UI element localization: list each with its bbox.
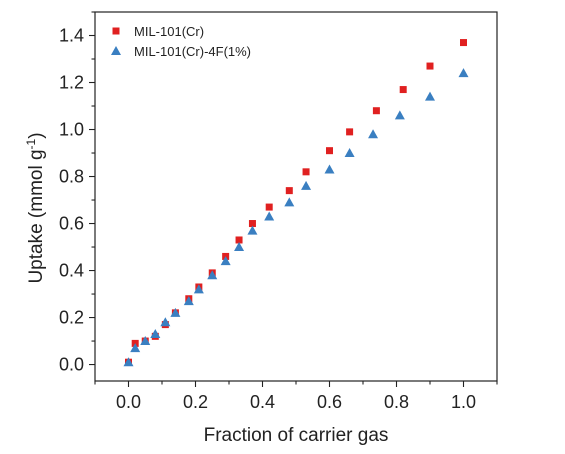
- y-axis-title-tail: ): [26, 132, 47, 138]
- series-1-point: [130, 343, 141, 353]
- y-tick-label: 0.8: [59, 167, 84, 187]
- series-0-point: [426, 62, 434, 70]
- series-1-point: [458, 68, 469, 78]
- series-1-point: [170, 307, 181, 317]
- series-0-point: [399, 86, 407, 94]
- series-1-point: [160, 317, 171, 327]
- series-1-point: [324, 164, 335, 174]
- series-1-point: [234, 242, 245, 252]
- series-1-point: [123, 357, 134, 367]
- y-axis-ticks: 0.0 0.2 0.4 0.6 0.8 1.0 1.2 1.4: [59, 11, 95, 375]
- series-1-point: [140, 336, 151, 346]
- legend: MIL-101(Cr) MIL-101(Cr)-4F(1%): [111, 24, 251, 59]
- legend-marker-triangle: [111, 46, 121, 55]
- x-tick-label: 1.0: [451, 392, 476, 412]
- series-1-point: [394, 110, 405, 120]
- series-1-point: [425, 91, 435, 101]
- y-tick-label: 0.0: [59, 355, 84, 375]
- series-0-point: [285, 187, 293, 195]
- data-markers: [123, 39, 469, 367]
- series-0-point: [346, 128, 354, 136]
- series-1-point: [344, 148, 355, 158]
- x-axis-title: Fraction of carrier gas: [204, 425, 389, 446]
- series-0-point: [235, 236, 243, 244]
- series-1-point: [368, 129, 379, 139]
- plot-frame: [94, 11, 498, 382]
- y-axis-title-superscript: -1: [24, 138, 38, 149]
- x-tick-label: 0.0: [116, 392, 141, 412]
- legend-label: MIL-101(Cr): [134, 24, 204, 39]
- y-tick-label: 1.4: [59, 26, 84, 46]
- series-1-point: [247, 225, 258, 235]
- series-1-point: [207, 270, 218, 280]
- x-tick-label: 0.6: [317, 392, 342, 412]
- series-1-point: [264, 211, 275, 221]
- legend-label: MIL-101(Cr)-4F(1%): [134, 44, 251, 59]
- y-tick-label: 0.4: [59, 261, 84, 281]
- series-1-point: [284, 197, 295, 207]
- x-tick-label: 0.2: [183, 392, 208, 412]
- y-axis-title-main: Uptake (mmol g: [26, 149, 47, 283]
- series-1-point: [220, 256, 231, 266]
- x-tick-label: 0.8: [384, 392, 409, 412]
- series-0-point: [326, 147, 333, 155]
- y-tick-label: 0.6: [59, 214, 84, 234]
- series-0-point: [460, 39, 467, 47]
- x-axis-ticks: 0.0 0.2 0.4 0.6 0.8 1.0: [94, 381, 498, 412]
- y-tick-label: 1.0: [59, 120, 84, 140]
- y-tick-label: 0.2: [59, 308, 84, 328]
- series-0-point: [248, 220, 256, 228]
- series-0-point: [372, 107, 380, 115]
- series-0-point: [302, 168, 310, 176]
- series-1-point: [183, 296, 194, 306]
- plot-border: [94, 11, 498, 382]
- y-tick-label: 1.2: [59, 73, 84, 93]
- series-1-point: [193, 284, 204, 294]
- series-1-point: [301, 180, 312, 190]
- x-tick-label: 0.4: [250, 392, 275, 412]
- series-1-point: [150, 328, 161, 338]
- series-0-point: [265, 203, 273, 211]
- y-axis-title: Uptake (mmol g-1): [24, 132, 47, 283]
- legend-marker-square: [112, 27, 120, 35]
